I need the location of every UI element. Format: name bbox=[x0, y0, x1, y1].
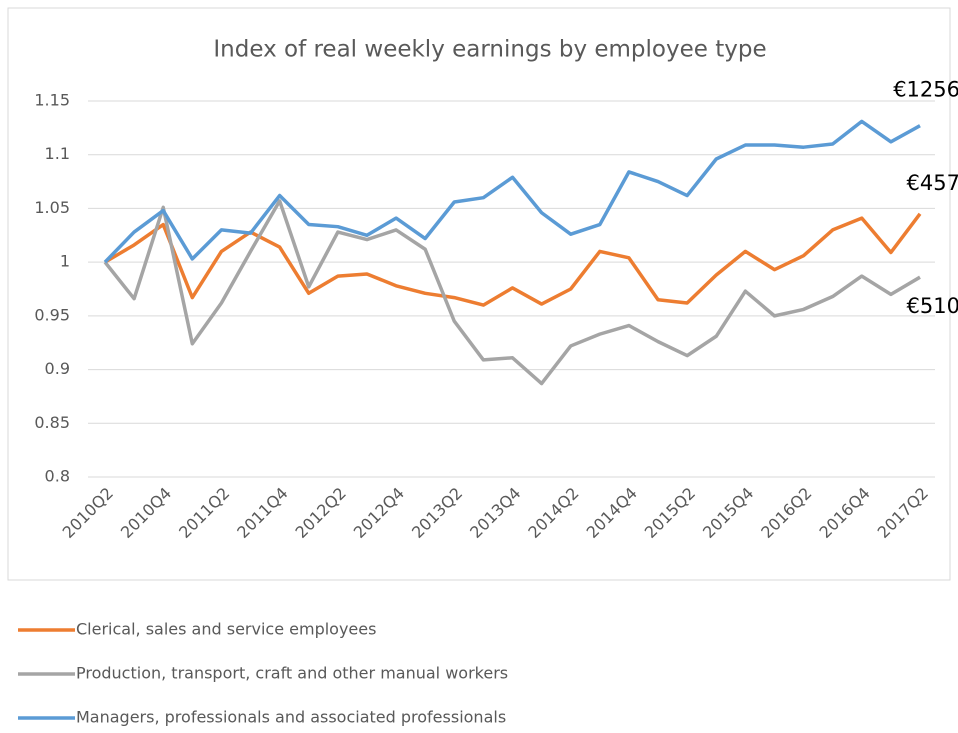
annotation: €510 bbox=[907, 294, 958, 318]
y-tick-label: 1.05 bbox=[34, 198, 70, 217]
annotation: €457 bbox=[907, 171, 958, 195]
y-tick-label: 0.85 bbox=[34, 413, 70, 432]
y-tick-label: 1.1 bbox=[45, 144, 70, 163]
x-tick-label: 2015Q2 bbox=[641, 484, 699, 542]
series-line bbox=[104, 212, 922, 307]
legend-label: Production, transport, craft and other m… bbox=[76, 664, 508, 683]
x-tick-label: 2013Q2 bbox=[408, 484, 466, 542]
legend-label: Managers, professionals and associated p… bbox=[76, 708, 506, 727]
chart-title: Index of real weekly earnings by employe… bbox=[213, 37, 766, 63]
x-tick-label: 2013Q4 bbox=[466, 484, 524, 542]
x-tick-label: 2016Q2 bbox=[757, 484, 815, 542]
x-tick-label: 2012Q2 bbox=[292, 484, 350, 542]
x-tick-label: 2010Q4 bbox=[117, 484, 175, 542]
x-tick-label: 2011Q4 bbox=[233, 484, 291, 542]
x-tick-label: 2011Q2 bbox=[175, 484, 233, 542]
x-tick-label: 2016Q4 bbox=[815, 484, 873, 542]
x-tick-label: 2014Q4 bbox=[583, 484, 641, 542]
series-line bbox=[103, 199, 921, 386]
x-tick-label: 2012Q4 bbox=[350, 484, 408, 542]
x-tick-label: 2015Q4 bbox=[699, 484, 757, 542]
y-tick-label: 0.8 bbox=[45, 467, 70, 486]
series-line bbox=[103, 119, 921, 264]
x-tick-label: 2014Q2 bbox=[524, 484, 582, 542]
y-tick-label: 0.9 bbox=[45, 359, 70, 378]
x-tick-label: 2017Q2 bbox=[874, 484, 932, 542]
chart-frame bbox=[7, 7, 951, 581]
y-tick-label: 0.95 bbox=[34, 305, 70, 324]
y-tick-label: 1 bbox=[60, 252, 70, 271]
x-tick-label: 2010Q2 bbox=[59, 484, 117, 542]
y-tick-label: 1.15 bbox=[34, 91, 70, 110]
annotation: €1256 bbox=[893, 78, 958, 102]
legend-label: Clerical, sales and service employees bbox=[76, 620, 376, 639]
